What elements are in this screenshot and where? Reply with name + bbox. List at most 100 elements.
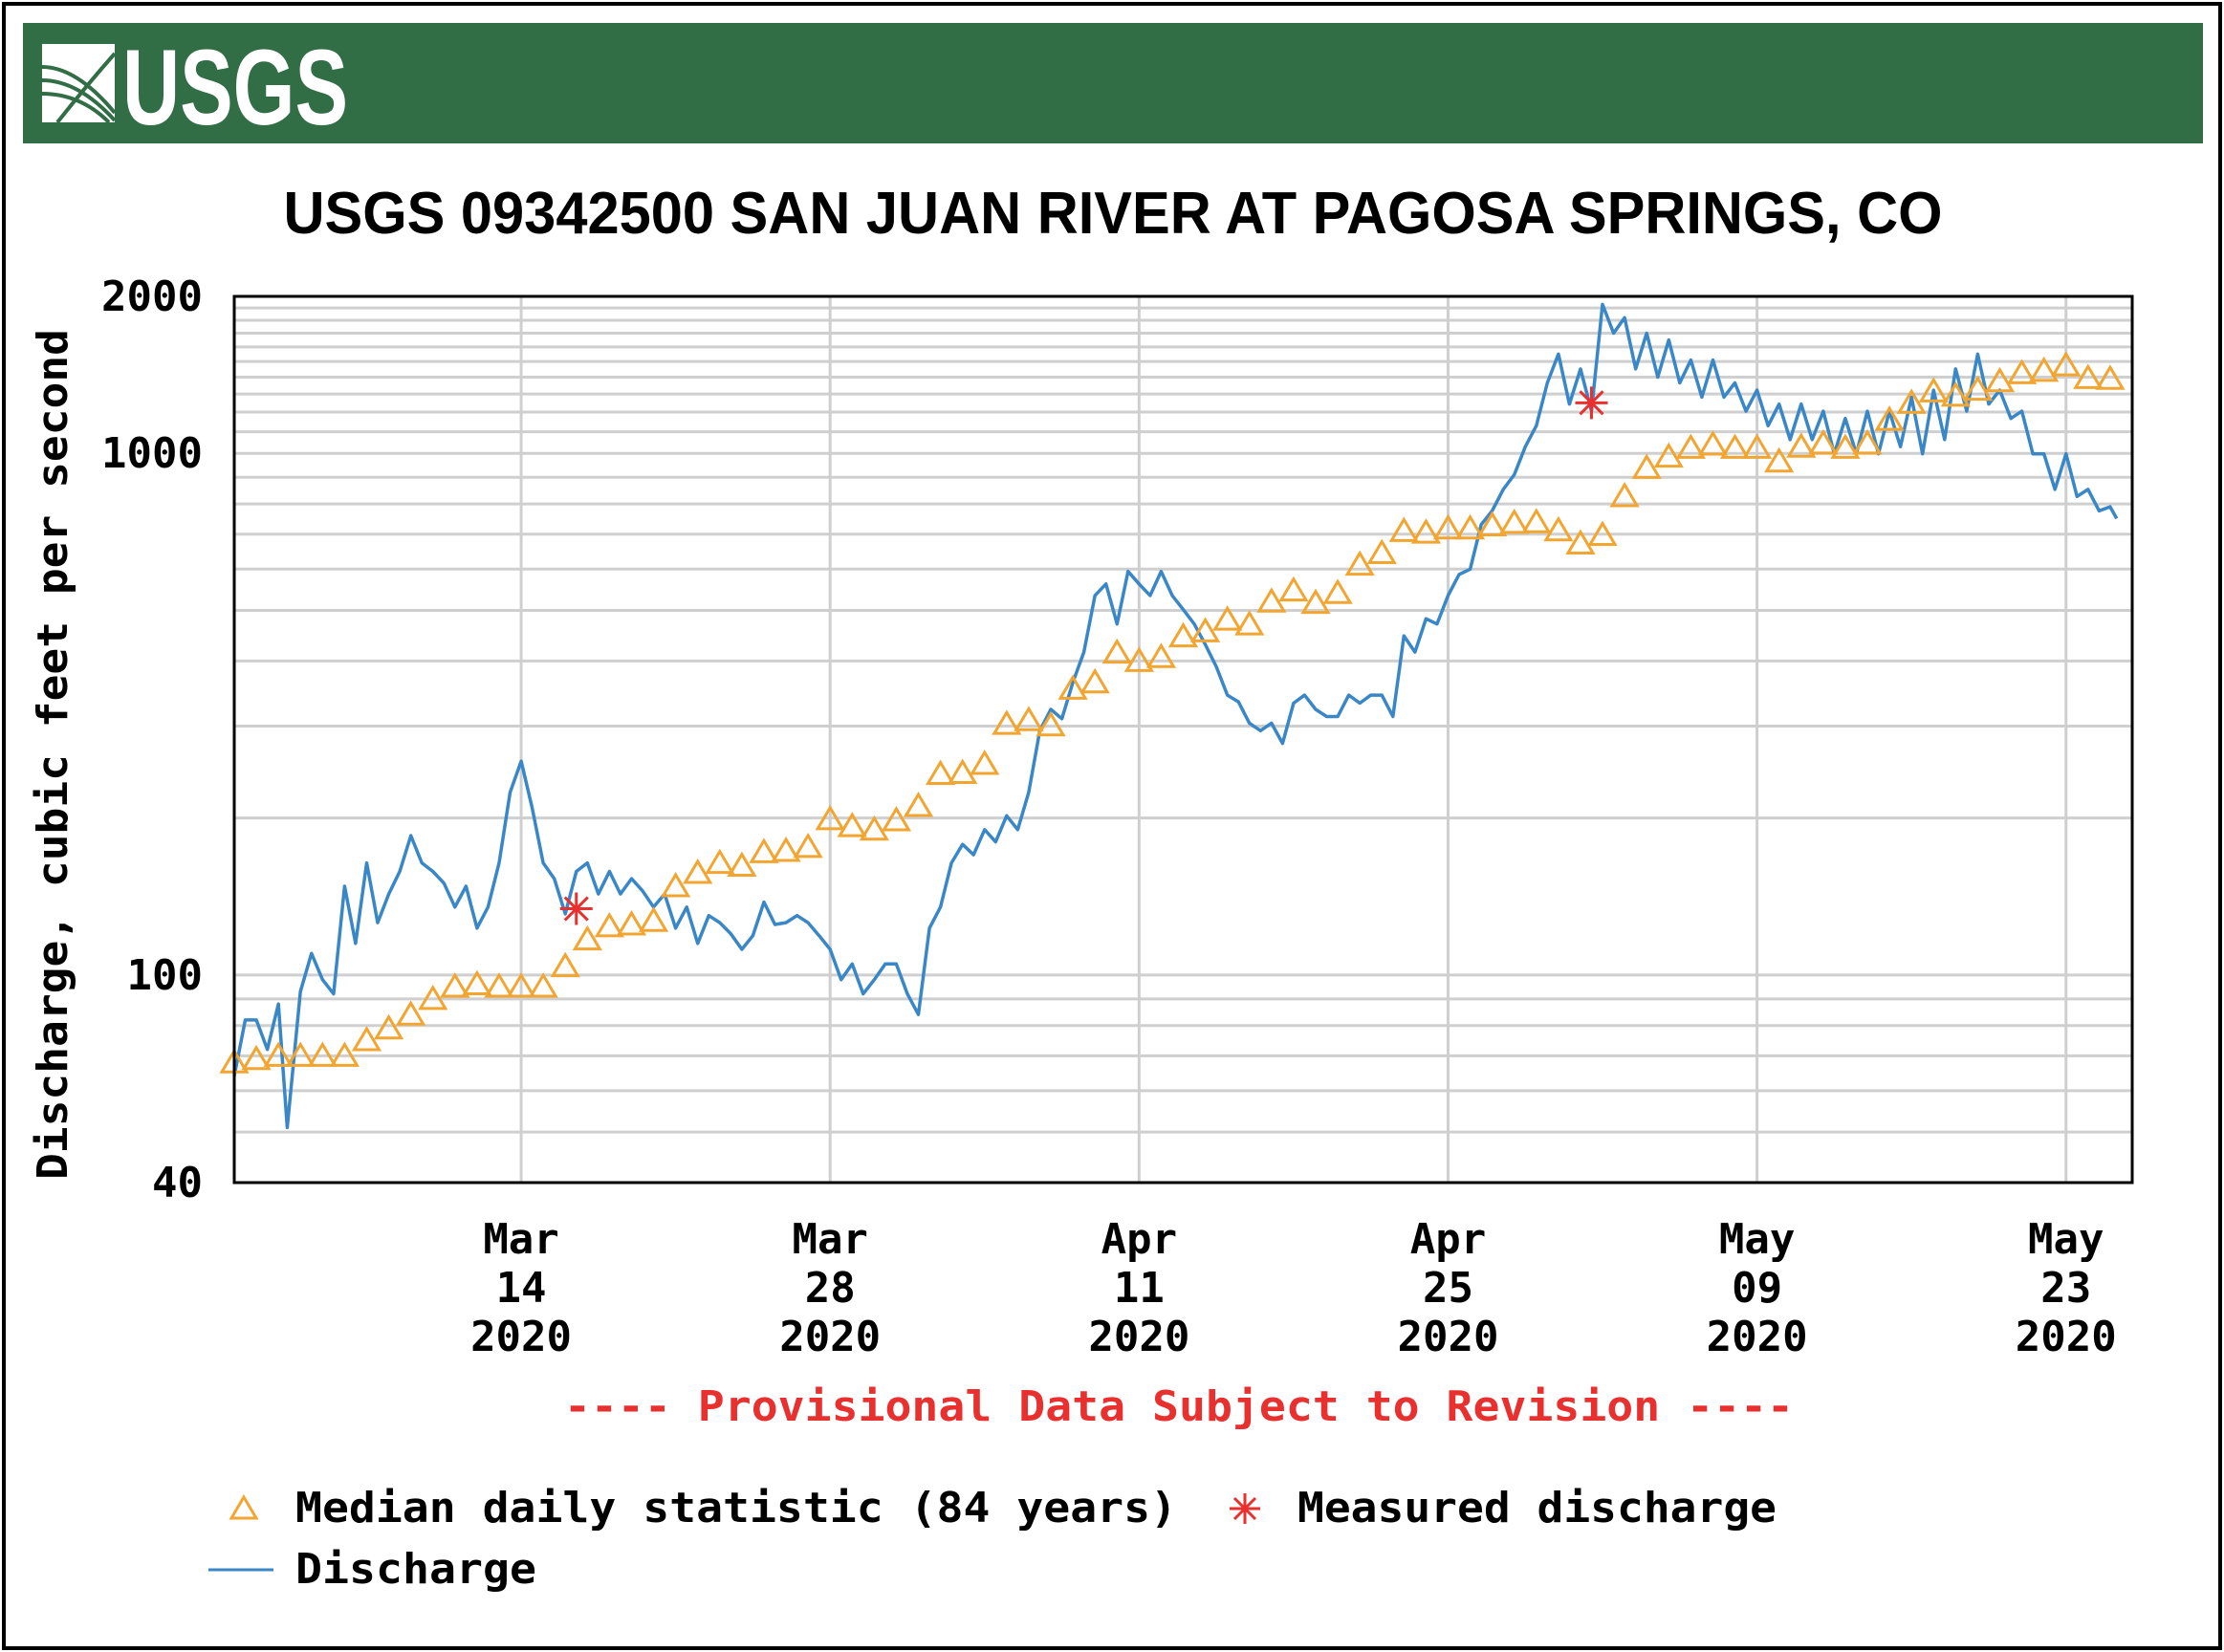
discharge-line bbox=[232, 302, 2119, 1130]
median-triangle-marker bbox=[1719, 433, 1751, 459]
median-triangle-marker bbox=[1036, 710, 1066, 737]
y-tick-label: 2000 bbox=[101, 272, 203, 321]
median-triangle-marker bbox=[462, 969, 492, 996]
x-tick-label-month: Mar bbox=[483, 1215, 558, 1264]
x-tick-labels: Mar142020Mar282020Apr112020Apr252020May0… bbox=[470, 1215, 2117, 1361]
median-triangle-marker bbox=[660, 872, 691, 898]
provisional-note: ---- Provisional Data Subject to Revisio… bbox=[564, 1382, 1794, 1431]
median-triangle-marker bbox=[2051, 351, 2082, 377]
x-tick-label-year: 2020 bbox=[1397, 1313, 1498, 1361]
y-tick-label: 1000 bbox=[101, 429, 203, 478]
median-triangle-marker bbox=[992, 709, 1022, 735]
median-triangle-marker bbox=[705, 848, 735, 875]
median-triangle-marker bbox=[683, 859, 713, 884]
median-triangle-marker bbox=[1234, 610, 1265, 636]
measured-discharge-marker bbox=[1575, 386, 1608, 420]
median-triangle-marker bbox=[1300, 588, 1331, 615]
y-tick-label: 40 bbox=[152, 1159, 203, 1207]
y-tick-label: 100 bbox=[127, 951, 203, 1000]
median-triangle-marker bbox=[1454, 513, 1486, 540]
median-triangle-marker bbox=[1653, 442, 1684, 468]
usgs-wave-logo-icon bbox=[41, 44, 117, 124]
legend: Median daily statistic (84 years) Measur… bbox=[208, 1484, 1777, 1594]
median-triangle-marker bbox=[1410, 518, 1442, 544]
median-triangle-marker bbox=[616, 910, 647, 936]
x-tick-label-month: May bbox=[1719, 1215, 1795, 1264]
median-triangle-marker bbox=[1896, 388, 1927, 414]
y-tick-labels: 2000 1000 100 40 bbox=[101, 272, 203, 1207]
median-triangle-marker bbox=[1322, 578, 1353, 604]
legend-median-label: Median daily statistic (84 years) bbox=[295, 1484, 1177, 1532]
median-triangle-marker bbox=[1388, 516, 1419, 542]
median-triangle-marker bbox=[1256, 587, 1287, 613]
median-triangle-marker bbox=[1565, 529, 1596, 554]
x-tick-label-month: Apr bbox=[1410, 1215, 1486, 1264]
grid-lines bbox=[234, 296, 2132, 1183]
median-triangle-marker bbox=[1631, 453, 1662, 479]
x-tick-label-year: 2020 bbox=[1088, 1313, 1189, 1361]
median-triangle-marker bbox=[1609, 482, 1640, 508]
median-triangle-marker bbox=[1764, 446, 1795, 473]
median-triangle-marker bbox=[727, 851, 757, 878]
usgs-banner: USGS bbox=[23, 23, 2203, 147]
banner-background bbox=[23, 23, 2203, 143]
median-triangle-marker bbox=[1830, 433, 1861, 459]
median-triangle-marker bbox=[1587, 520, 1618, 546]
median-triangle-marker bbox=[948, 758, 978, 785]
median-triangle-marker bbox=[572, 924, 602, 951]
median-triangle-marker bbox=[1212, 605, 1243, 631]
legend-measured-asterisk-icon bbox=[1230, 1493, 1260, 1524]
median-triangle-marker bbox=[1984, 366, 2016, 393]
median-triangle-marker bbox=[1962, 375, 1994, 402]
median-triangle-marker bbox=[1057, 674, 1088, 700]
median-triangle-marker bbox=[1521, 508, 1552, 533]
median-triangle-marker bbox=[418, 984, 448, 1011]
median-triangle-marker bbox=[1918, 377, 1949, 402]
median-triangle-marker bbox=[2095, 364, 2126, 390]
legend-median-triangle-icon bbox=[229, 1494, 259, 1520]
median-triangle-marker bbox=[1366, 538, 1397, 565]
median-triangle-marker bbox=[970, 750, 1000, 775]
median-triangle-marker bbox=[1697, 430, 1729, 456]
median-triangle-marker bbox=[506, 972, 536, 998]
x-tick-label-year: 2020 bbox=[470, 1313, 572, 1361]
median-triangle-marker bbox=[1741, 433, 1773, 459]
median-triangle-marker bbox=[1344, 550, 1375, 576]
median-triangle-marker bbox=[263, 1041, 294, 1067]
median-triangle-marker bbox=[1167, 621, 1199, 648]
median-triangle-marker bbox=[329, 1041, 360, 1067]
x-tick-label-year: 2020 bbox=[779, 1313, 881, 1361]
median-triangle-marker bbox=[1786, 432, 1817, 458]
median-triangle-marker bbox=[1808, 428, 1839, 455]
x-tick-label-month: Apr bbox=[1101, 1215, 1177, 1264]
y-axis-label: Discharge, cubic feet per second bbox=[29, 329, 77, 1180]
x-tick-label-dom: 23 bbox=[2040, 1264, 2091, 1313]
median-triangle-marker bbox=[749, 837, 779, 863]
measured-discharge-marker bbox=[559, 892, 593, 925]
median-triangle-marker bbox=[373, 1013, 404, 1040]
median-triangle-marker bbox=[396, 1000, 426, 1026]
median-triangle-marker bbox=[351, 1026, 382, 1052]
median-triangle-marker bbox=[1123, 646, 1154, 672]
median-triangle-marker bbox=[1852, 428, 1883, 455]
x-tick-label-year: 2020 bbox=[2016, 1313, 2117, 1361]
median-triangle-marker bbox=[594, 911, 625, 938]
median-triangle-marker bbox=[1014, 706, 1044, 731]
x-tick-label-month: May bbox=[2028, 1215, 2104, 1264]
legend-discharge-label: Discharge bbox=[295, 1545, 536, 1594]
median-triangle-marker bbox=[859, 815, 889, 841]
median-triangle-marker bbox=[307, 1041, 338, 1067]
median-triangle-marker bbox=[484, 972, 514, 998]
median-triangle-marker bbox=[881, 806, 912, 832]
median-triangle-marker bbox=[1432, 513, 1464, 540]
median-triangle-marker bbox=[1940, 380, 1971, 407]
plot-area bbox=[219, 302, 2126, 1130]
median-triangle-marker bbox=[550, 951, 580, 978]
median-triangle-marker bbox=[2006, 359, 2038, 384]
median-triangle-marker bbox=[1101, 638, 1132, 664]
x-tick-label-dom: 11 bbox=[1114, 1264, 1165, 1313]
median-triangle-marker bbox=[1145, 642, 1177, 668]
median-triangle-marker bbox=[285, 1041, 316, 1067]
